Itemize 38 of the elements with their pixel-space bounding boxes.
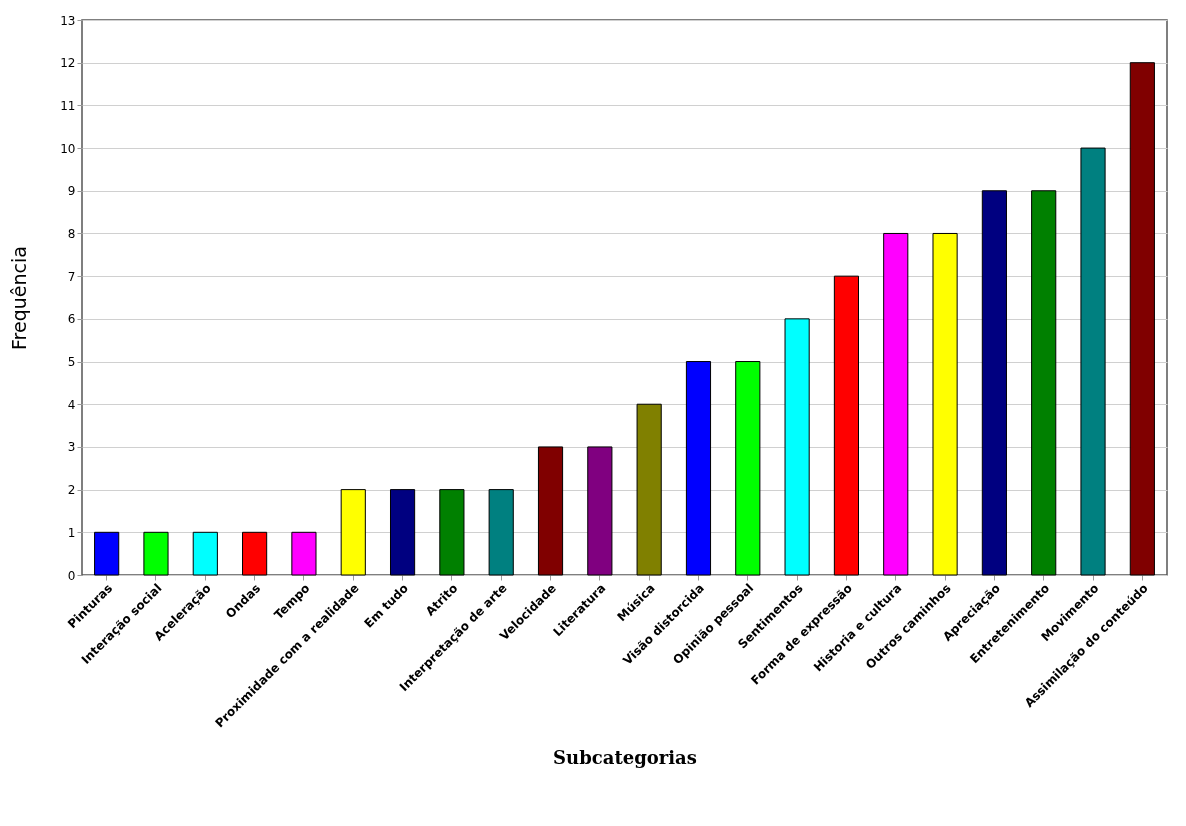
y-tick-label: 0	[67, 568, 76, 583]
y-axis-title: Frequência	[8, 246, 31, 350]
bar	[291, 531, 317, 576]
y-tick-label: 4	[67, 397, 76, 412]
bar	[587, 446, 613, 576]
y-tick-label: 3	[67, 440, 76, 455]
bar	[242, 531, 268, 576]
y-tick-label: 5	[67, 355, 76, 370]
bar	[1031, 190, 1057, 576]
bar	[439, 489, 465, 576]
y-tick-label: 1	[67, 525, 76, 540]
y-tick-label: 11	[60, 98, 76, 113]
y-tick-label: 10	[60, 141, 76, 156]
bar	[685, 361, 712, 576]
x-axis-title: Subcategorias	[553, 746, 697, 768]
bar	[636, 403, 662, 576]
bar	[143, 531, 169, 576]
bar	[981, 190, 1007, 576]
bar	[340, 489, 366, 576]
bar	[833, 275, 860, 576]
bar	[932, 232, 958, 576]
y-tick-label: 12	[60, 56, 76, 71]
y-tick-label: 8	[67, 226, 76, 241]
y-tick-label: 9	[67, 184, 76, 199]
bar	[784, 318, 810, 576]
bar	[94, 531, 120, 576]
y-tick-label: 2	[67, 483, 76, 498]
bar	[488, 489, 514, 576]
y-tick-label: 7	[67, 269, 76, 284]
y-tick-label: 6	[67, 312, 76, 327]
bar	[1129, 62, 1155, 576]
bar	[1080, 147, 1106, 576]
bar	[537, 446, 564, 576]
bar	[389, 489, 416, 576]
bar	[883, 232, 909, 576]
bar	[192, 531, 218, 576]
y-tick-label: 13	[60, 13, 76, 28]
bar	[735, 361, 761, 576]
